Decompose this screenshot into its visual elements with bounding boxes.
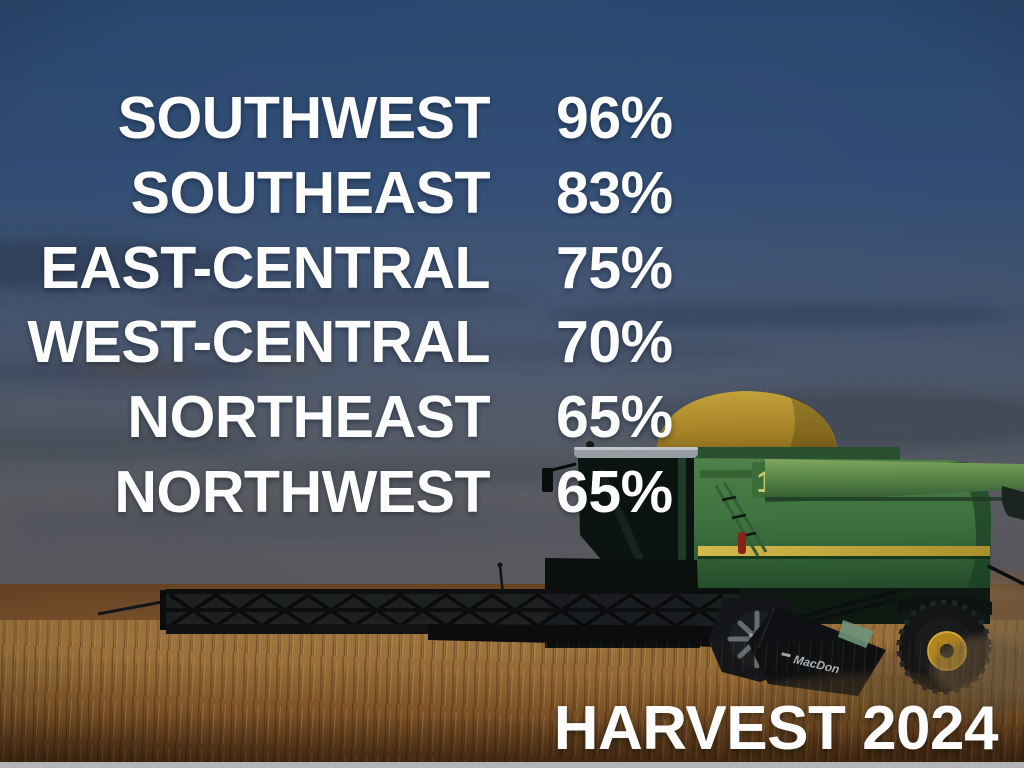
harvest-row: SOUTHEAST 83% <box>0 156 1024 231</box>
region-label: NORTHEAST <box>127 384 490 451</box>
bottom-strip <box>0 762 1024 768</box>
region-value: 65% <box>556 458 673 525</box>
harvest-row: SOUTHWEST 96% <box>0 81 1024 156</box>
region-value: 65% <box>556 384 673 451</box>
harvest-row: NORTHWEST 65% <box>0 455 1024 530</box>
region-label: SOUTHWEST <box>117 85 491 151</box>
harvest-row: EAST-CENTRAL 75% <box>0 231 1024 306</box>
region-label: WEST-CENTRAL <box>27 309 490 376</box>
harvest-row: WEST-CENTRAL 70% <box>0 305 1024 380</box>
region-value: 83% <box>556 159 673 226</box>
page-title: HARVEST 2024 <box>553 694 999 763</box>
harvest-progress-list: SOUTHWEST 96% SOUTHEAST 83% EAST-CENTRAL… <box>0 81 1024 530</box>
region-value: 96% <box>556 85 673 151</box>
harvest-row: NORTHEAST 65% <box>0 380 1024 455</box>
region-value: 75% <box>556 234 673 301</box>
region-label: NORTHWEST <box>114 458 490 525</box>
region-label: SOUTHEAST <box>130 159 491 226</box>
region-value: 70% <box>556 309 673 376</box>
region-label: EAST-CENTRAL <box>40 234 490 301</box>
